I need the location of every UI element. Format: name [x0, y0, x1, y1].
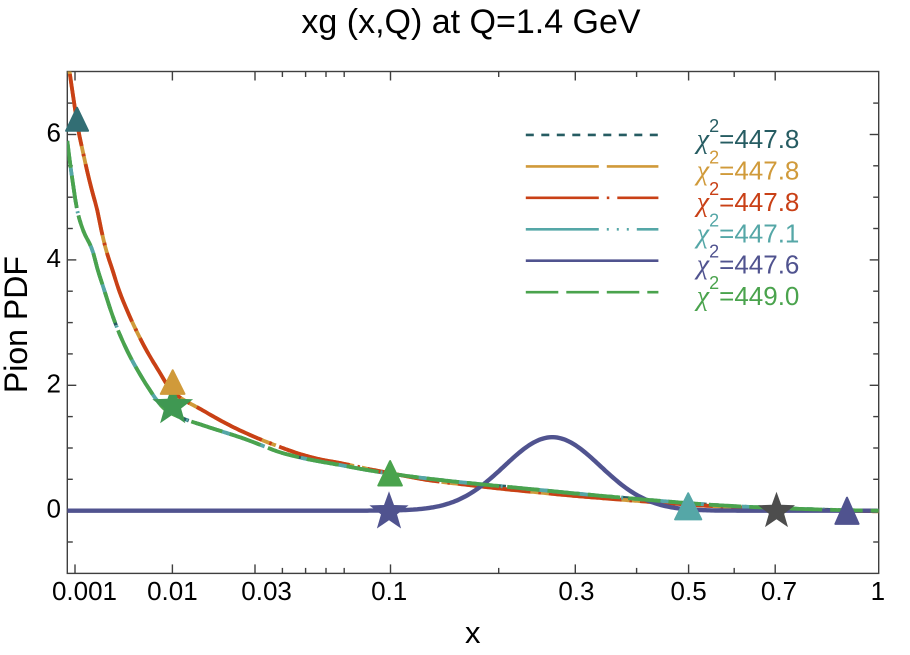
svg-text:2: 2 — [47, 368, 61, 398]
svg-text:0.03: 0.03 — [241, 576, 292, 606]
svg-text:4: 4 — [47, 243, 61, 273]
svg-text:0.1: 0.1 — [371, 576, 407, 606]
svg-text:0.7: 0.7 — [761, 576, 797, 606]
svg-text:0.001: 0.001 — [52, 576, 117, 606]
svg-text:0.3: 0.3 — [558, 576, 594, 606]
svg-text:xg (x,Q) at Q=1.4 GeV: xg (x,Q) at Q=1.4 GeV — [301, 3, 641, 41]
svg-text:x: x — [465, 615, 481, 650]
svg-text:Pion PDF: Pion PDF — [0, 256, 34, 393]
svg-text:6: 6 — [47, 118, 61, 148]
svg-text:0.5: 0.5 — [671, 576, 707, 606]
svg-text:0: 0 — [47, 494, 61, 524]
svg-text:0.01: 0.01 — [147, 576, 198, 606]
svg-text:1: 1 — [871, 576, 885, 606]
